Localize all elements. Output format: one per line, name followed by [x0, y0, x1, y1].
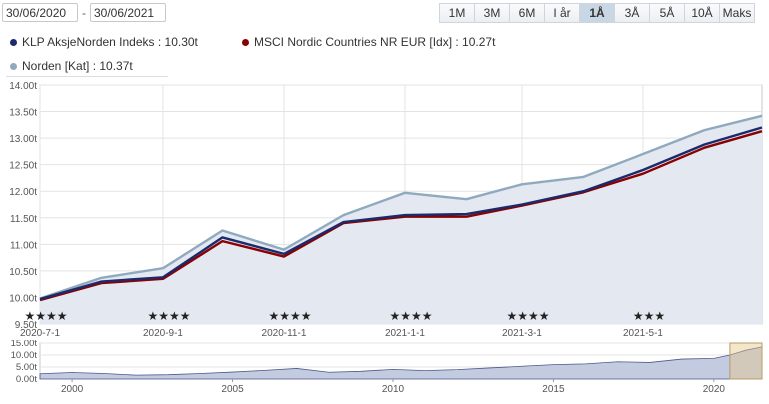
legend-label: KLP AksjeNorden Indeks : 10.30t — [22, 35, 198, 49]
chart-area-fill — [40, 115, 762, 324]
chart-legend: KLP AksjeNorden Indeks : 10.30t MSCI Nor… — [6, 30, 495, 77]
navigator-y-tick-label: 5.00t — [16, 362, 37, 373]
period-button-max[interactable]: Maks — [719, 3, 755, 23]
period-button-1m[interactable]: 1M — [439, 3, 475, 23]
y-tick-label: 11.50t — [10, 214, 37, 225]
rating-stars-label: ★★★ — [633, 309, 665, 323]
rating-stars-label: ★★★★ — [24, 309, 67, 323]
series-line-norden-kat — [39, 114, 763, 300]
date-separator: - — [82, 5, 86, 20]
series-line-msci-nordic-countries-nr-eur-idx — [39, 130, 763, 302]
y-tick-label: 10.00t — [9, 293, 37, 304]
x-tick-label: 2021-1-1 — [385, 328, 425, 339]
rating-stars-label: ★★★★ — [268, 309, 311, 323]
navigator-x-tick-label: 2005 — [221, 384, 244, 395]
navigator-selection-window — [729, 342, 763, 380]
y-tick-label: 13.00t — [9, 134, 37, 145]
period-button-3y[interactable]: 3Å — [614, 3, 650, 23]
navigator-y-tick-label: 15.00t — [11, 340, 38, 349]
y-tick-label: 11.00t — [10, 240, 37, 251]
navigator-y-tick-label: 10.00t — [11, 350, 38, 361]
x-axis-ticks: 2020-7-1 2020-9-1 2020-11-1 2021-1-1 2021-3-… — [20, 328, 663, 339]
period-button-6m[interactable]: 6M — [509, 3, 545, 23]
period-button-ytd[interactable]: I år — [544, 3, 580, 23]
date-from-input[interactable] — [2, 3, 78, 22]
rating-stars-label: ★★★★ — [389, 309, 432, 323]
legend-dot-icon — [242, 38, 249, 46]
navigator-x-tick-label: 2020 — [703, 384, 726, 395]
navigator-x-tick-label: 2000 — [61, 384, 84, 395]
legend-dot-icon — [10, 62, 17, 70]
legend-label: MSCI Nordic Countries NR EUR [Idx] : 10.… — [254, 35, 496, 49]
legend-item-msci[interactable]: MSCI Nordic Countries NR EUR [Idx] : 10.… — [242, 35, 495, 49]
period-button-5y[interactable]: 5Å — [649, 3, 685, 23]
legend-item-klp[interactable]: KLP AksjeNorden Indeks : 10.30t — [10, 35, 198, 49]
y-tick-label: 9.50t — [15, 320, 37, 331]
x-tick-label: 2020-11-1 — [262, 328, 307, 339]
rating-stars-label: ★★★★ — [147, 309, 190, 323]
x-tick-label: 2020-7-1 — [20, 328, 60, 339]
period-button-10y[interactable]: 10Å — [684, 3, 720, 23]
y-axis-ticks: 9.50t 10.00t 10.50t 11.00t 11.50t 12.00t 12.50… — [9, 81, 37, 331]
navigator-selection[interactable] — [729, 342, 763, 380]
series-area-fill — [40, 115, 762, 324]
series-line-klp-aksjenorden-indeks — [39, 126, 763, 301]
y-tick-label: 14.00t — [9, 81, 37, 92]
x-tick-label: 2021-5-1 — [623, 328, 663, 339]
navigator-area-fill — [39, 346, 763, 380]
navigator-x-tick-label: 2015 — [542, 384, 565, 395]
y-tick-label: 12.00t — [9, 187, 37, 198]
y-tick-label: 10.50t — [9, 267, 37, 278]
legend-item-norden[interactable]: Norden [Kat] : 10.37t — [10, 59, 133, 73]
navigator-area — [39, 346, 763, 380]
date-to-input[interactable] — [90, 3, 166, 22]
legend-label: Norden [Kat] : 10.37t — [22, 59, 133, 73]
y-tick-label: 13.50t — [9, 108, 37, 119]
chart-series-lines — [39, 114, 763, 302]
navigator-x-ticks: 2000 2005 2010 2015 2020 — [61, 379, 725, 395]
legend-dot-icon — [10, 38, 17, 46]
y-tick-label: 12.50t — [9, 161, 37, 172]
navigator-y-tick-label: 0.00t — [16, 374, 37, 385]
performance-chart[interactable]: 9.50t 10.00t 10.50t 11.00t 11.50t 12.00t 12.50… — [0, 0, 769, 340]
x-tick-label: 2020-9-1 — [143, 328, 183, 339]
date-range: - — [2, 3, 166, 22]
rating-stars-label: ★★★★ — [506, 309, 549, 323]
period-selector: 1M 3M 6M I år 1Å 3Å 5Å 10Å Maks — [439, 3, 755, 23]
rating-stars: ★★★★ ★★★★ ★★★★ ★★★★ ★★★★ ★★★ — [24, 309, 665, 323]
navigator-x-tick-label: 2010 — [382, 384, 405, 395]
x-tick-label: 2021-3-1 — [502, 328, 542, 339]
